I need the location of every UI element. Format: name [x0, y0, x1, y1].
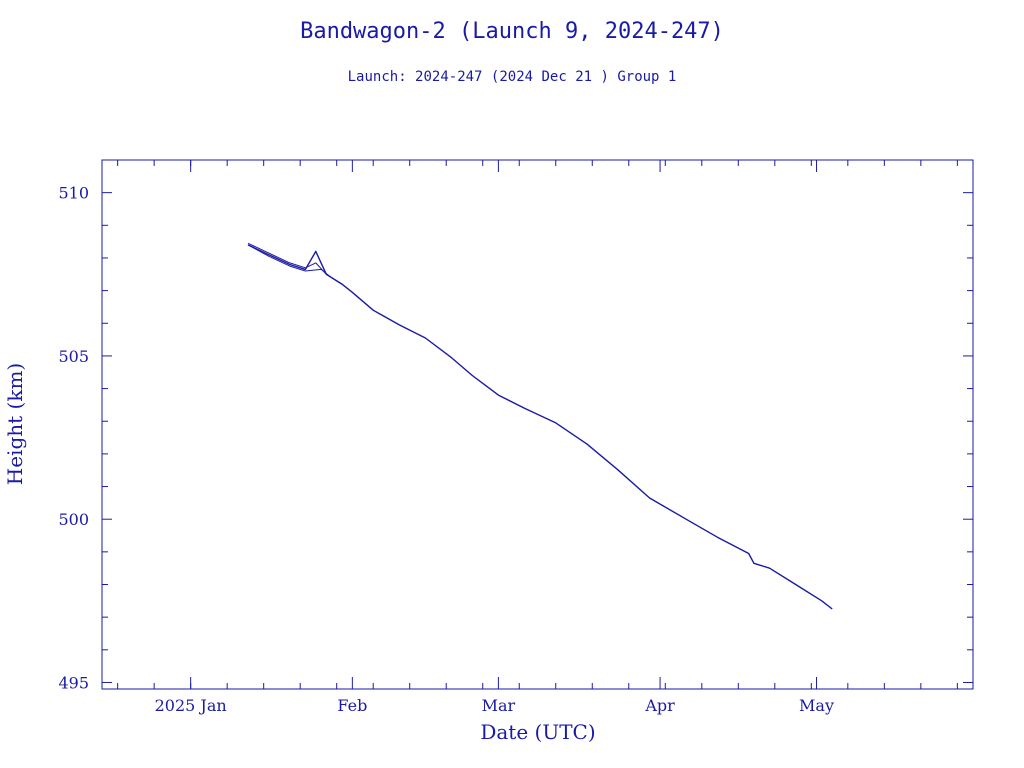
- x-tick-label: Feb: [337, 696, 367, 715]
- x-tick-label: 2025 Jan: [155, 696, 227, 715]
- series-line-2: [247, 242, 343, 285]
- y-axis: 495 500 505 510: [58, 159, 973, 692]
- x-axis: 2025 Jan Feb Mar Apr May: [117, 160, 958, 715]
- data-series: [247, 242, 833, 610]
- y-tick-label: 495: [58, 673, 89, 692]
- chart-subtitle: Launch: 2024-247 (2024 Dec 21 ) Group 1: [348, 69, 677, 85]
- y-tick-label: 510: [58, 184, 89, 203]
- plot-frame: [101, 159, 974, 690]
- y-axis-label: Height (km): [3, 363, 27, 485]
- x-tick-label: Apr: [644, 696, 675, 715]
- series-line-1: [247, 244, 833, 610]
- series-line-3: [247, 244, 343, 285]
- x-axis-label: Date (UTC): [480, 720, 595, 744]
- x-tick-label: Mar: [482, 696, 516, 715]
- y-tick-label: 500: [58, 510, 89, 529]
- y-tick-label: 505: [58, 347, 89, 366]
- x-tick-label: May: [799, 696, 834, 715]
- chart-title: Bandwagon-2 (Launch 9, 2024-247): [300, 19, 724, 44]
